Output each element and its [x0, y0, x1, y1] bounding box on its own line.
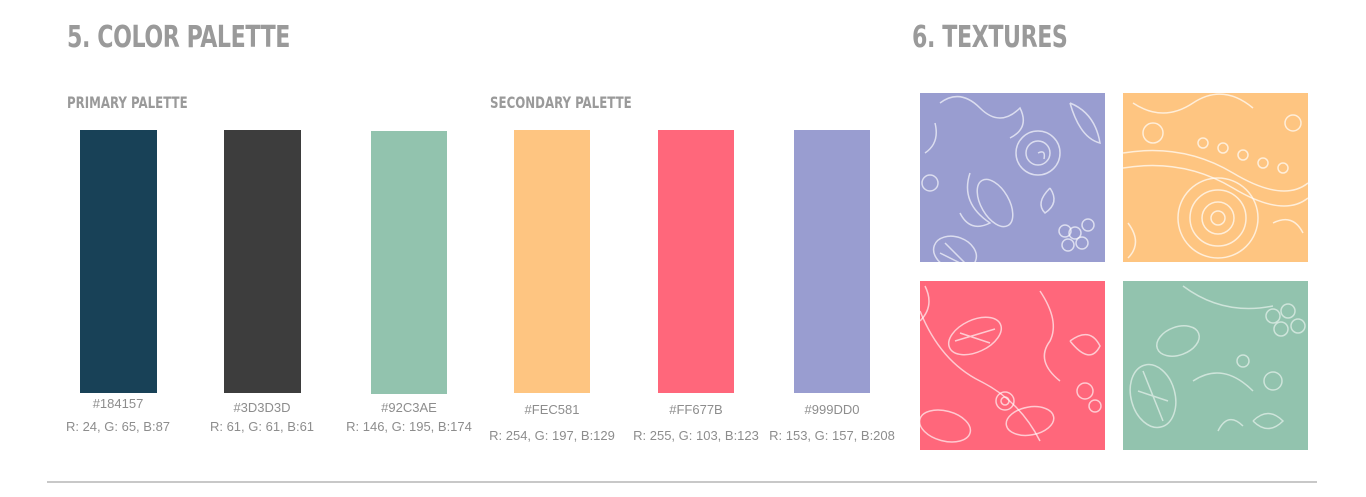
- texture-pattern-peach: [1123, 93, 1308, 259]
- swatch-primary-1-rgb: R: 24, G: 65, B:87: [65, 419, 171, 434]
- texture-tile-mint: [1123, 281, 1308, 450]
- swatch-secondary-3-rgb: R: 153, G: 157, B:208: [769, 428, 895, 443]
- textures-title: 6. TEXTURES: [912, 20, 1068, 55]
- swatch-primary-2-hex: #3D3D3D: [233, 400, 291, 415]
- swatch-primary-3-hex: #92C3AE: [381, 400, 437, 415]
- swatch-secondary-2-rgb: R: 255, G: 103, B:123: [633, 428, 759, 443]
- swatch-primary-1-hex: #184157: [92, 396, 144, 411]
- swatch-primary-1: [80, 130, 157, 393]
- texture-pattern-lavender: [921, 95, 1101, 262]
- texture-tile-coral: [920, 281, 1105, 450]
- texture-tile-lavender: [920, 93, 1105, 262]
- swatch-primary-3: [371, 131, 447, 394]
- swatch-secondary-3: [794, 130, 870, 393]
- swatch-primary-2-rgb: R: 61, G: 61, B:61: [209, 419, 315, 434]
- bottom-divider: [47, 481, 1317, 483]
- texture-tile-peach: [1123, 93, 1308, 262]
- swatch-secondary-2-hex: #FF677B: [669, 402, 723, 417]
- swatch-secondary-1: [514, 130, 590, 393]
- swatch-secondary-1-hex: #FEC581: [524, 402, 580, 417]
- texture-pattern-coral: [920, 285, 1102, 443]
- swatch-secondary-2: [658, 130, 734, 393]
- primary-palette-label: PRIMARY PALETTE: [67, 93, 188, 112]
- swatch-primary-3-rgb: R: 146, G: 195, B:174: [346, 419, 472, 434]
- swatch-secondary-3-hex: #999DD0: [804, 402, 860, 417]
- color-palette-title: 5. COLOR PALETTE: [67, 20, 290, 55]
- secondary-palette-label: SECONDARY PALETTE: [490, 93, 632, 112]
- texture-pattern-mint: [1129, 285, 1306, 432]
- swatch-primary-2: [224, 130, 301, 393]
- swatch-secondary-1-rgb: R: 254, G: 197, B:129: [489, 428, 615, 443]
